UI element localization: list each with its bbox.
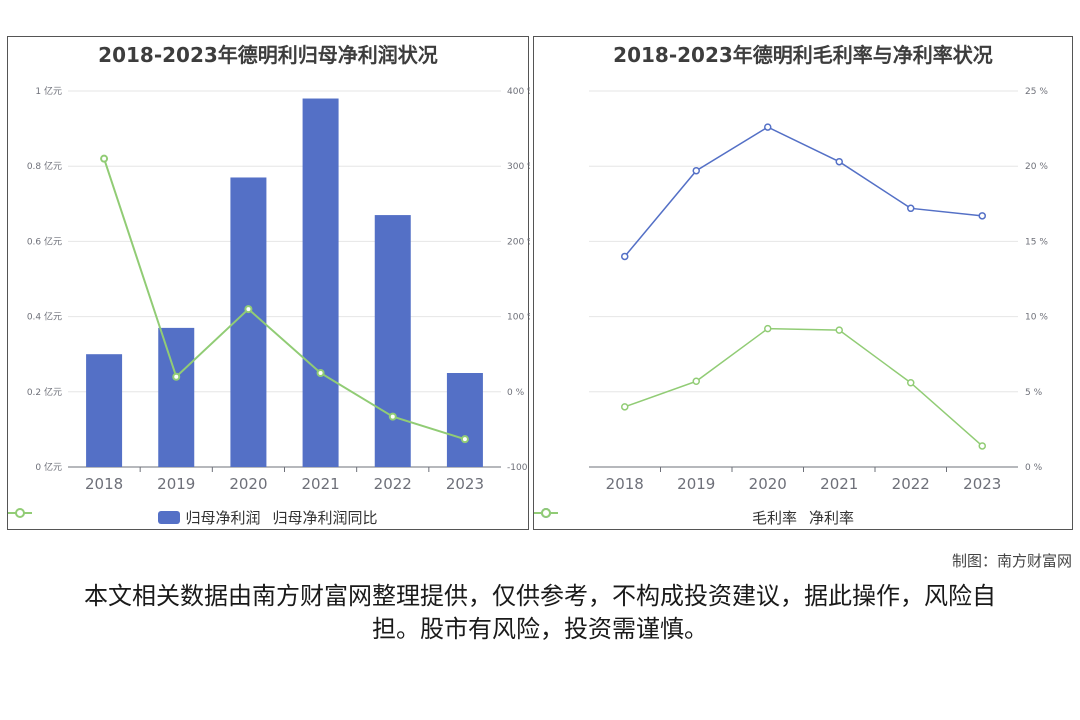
point-net-margin — [978, 442, 986, 450]
y-right-tick-label: 5 % — [1025, 388, 1043, 398]
legend-line-swatch — [8, 508, 32, 518]
x-tick-label: 2021 — [301, 475, 339, 493]
y-right-tick-label: 10 % — [1025, 313, 1048, 323]
legend-item-net-margin[interactable]: 净利率 — [534, 507, 855, 528]
point-gross-margin — [835, 157, 843, 166]
bar-net-profit — [374, 215, 411, 467]
point-gross-margin — [692, 166, 700, 175]
right-chart-legend: 毛利率 净利率 — [534, 506, 1072, 528]
bar-net-profit — [302, 98, 339, 467]
point-yoy — [388, 412, 397, 421]
point-yoy — [172, 372, 181, 381]
bar-net-profit — [158, 327, 195, 467]
left-chart-svg: 0 亿元 -100 % 0.2 亿元 0 % 0.4 亿元 100 % 0.6 亿元 200 … — [27, 85, 530, 493]
legend-label-net-profit-yoy: 归母净利润同比 — [272, 508, 378, 527]
y-right-tick-label: 400 % — [507, 87, 530, 97]
right-chart-title: 2018-2023年德明利毛利率与净利率状况 — [613, 43, 993, 67]
x-tick-label: 2018 — [606, 475, 644, 493]
line-series-yoy — [103, 158, 466, 441]
x-tick-label: 2019 — [677, 475, 715, 493]
x-tick-label: 2019 — [157, 475, 195, 493]
legend-bar-swatch — [158, 510, 181, 524]
line-series-net-margin — [624, 327, 983, 447]
point-yoy — [100, 154, 109, 163]
point-yoy — [244, 305, 253, 314]
point-net-margin — [621, 403, 629, 411]
y-left-tick-label: 0.8 亿元 — [27, 160, 62, 172]
legend-label-gross-margin: 毛利率 — [751, 508, 797, 527]
chart-credit: 制图：南方财富网 — [951, 552, 1072, 570]
point-gross-margin — [621, 252, 629, 261]
disclaimer-text: 本文相关数据由南方财富网整理提供，仅供参考，不构成投资建议，据此操作，风险自担。… — [84, 582, 996, 643]
point-net-margin — [764, 324, 772, 333]
y-right-tick-label: 20 % — [1025, 162, 1048, 172]
left-chart-legend: 归母净利润 归母净利润同比 — [8, 506, 528, 528]
bar-net-profit — [446, 373, 483, 467]
y-left-tick-label: 0.2 亿元 — [27, 386, 62, 398]
legend-label-net-margin: 净利率 — [809, 508, 855, 527]
x-tick-label: 2022 — [374, 475, 412, 493]
point-net-margin — [907, 379, 915, 387]
point-net-margin — [692, 377, 700, 386]
point-gross-margin — [978, 212, 986, 220]
y-right-tick-label: -100 % — [507, 463, 530, 473]
bar-net-profit — [86, 354, 123, 467]
x-tick-label: 2020 — [749, 475, 787, 493]
y-left-tick-label: 0.4 亿元 — [27, 311, 62, 323]
y-right-tick-label: 15 % — [1025, 237, 1048, 247]
x-tick-label: 2020 — [229, 475, 267, 493]
right-chart-panel: 0 % 5 % 10 % 15 % 20 % 25 % 2018 2019 2020 2021 20… — [533, 36, 1073, 530]
y-left-tick-label: 1 亿元 — [35, 85, 62, 97]
legend-line-swatch-green — [534, 508, 558, 518]
y-right-tick-label: 0 % — [1025, 463, 1043, 473]
legend-item-net-profit[interactable]: 归母净利润 — [158, 507, 261, 528]
point-gross-margin — [764, 123, 772, 131]
legend-item-gross-margin[interactable]: 毛利率 — [534, 507, 797, 528]
y-left-tick-label: 0 亿元 — [35, 461, 62, 473]
point-gross-margin — [907, 204, 915, 213]
y-right-tick-label: 300 % — [507, 162, 530, 172]
bar-net-profit — [230, 177, 267, 468]
x-tick-label: 2018 — [85, 475, 123, 493]
left-chart-panel: 0 亿元 -100 % 0.2 亿元 0 % 0.4 亿元 100 % 0.6 亿元 200 … — [7, 36, 530, 530]
x-tick-label: 2021 — [820, 475, 858, 493]
y-left-tick-label: 0.6 亿元 — [27, 235, 62, 247]
left-chart-title: 2018-2023年德明利归母净利润状况 — [98, 43, 438, 67]
legend-label-net-profit: 归母净利润 — [185, 508, 261, 527]
y-right-tick-label: 200 % — [507, 237, 530, 247]
x-tick-label: 2023 — [963, 475, 1001, 493]
point-net-margin — [835, 326, 843, 334]
y-right-tick-label: 100 % — [507, 313, 530, 323]
line-series-gross-margin — [624, 126, 983, 257]
y-right-tick-label: 0 % — [507, 388, 525, 398]
y-right-tick-label: 25 % — [1025, 87, 1048, 97]
point-yoy — [460, 435, 469, 444]
legend-item-net-profit-yoy[interactable]: 归母净利润同比 — [8, 507, 378, 528]
right-chart-svg: 0 % 5 % 10 % 15 % 20 % 25 % 2018 2019 2020 2021 20… — [589, 87, 1048, 493]
x-tick-label: 2022 — [892, 475, 930, 493]
point-yoy — [316, 369, 325, 377]
x-tick-label: 2023 — [446, 475, 484, 493]
